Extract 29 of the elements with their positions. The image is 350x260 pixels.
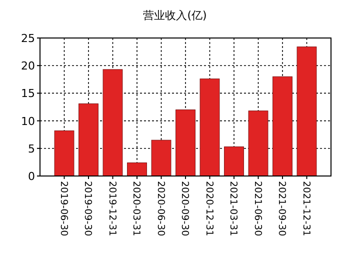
y-tick-label: 20 bbox=[21, 60, 35, 73]
bar bbox=[224, 146, 244, 176]
bar bbox=[102, 69, 123, 176]
x-tick-label: 2020-12-31 bbox=[203, 181, 214, 236]
x-tick-label: 2019-12-31 bbox=[106, 181, 118, 236]
bar bbox=[272, 76, 292, 176]
x-tick-label: 2019-06-30 bbox=[58, 181, 69, 236]
x-tick-label: 2020-03-31 bbox=[130, 181, 142, 236]
bar bbox=[296, 46, 317, 176]
bar bbox=[248, 110, 268, 176]
x-tick-label: 2021-06-30 bbox=[252, 181, 263, 236]
chart-title: 营业收入(亿) bbox=[143, 9, 207, 22]
x-tick-label: 2020-09-30 bbox=[179, 181, 190, 236]
y-tick-label: 10 bbox=[21, 114, 35, 128]
y-tick-label: 5 bbox=[28, 142, 35, 156]
y-tick-label: 15 bbox=[21, 87, 35, 100]
y-tick-label: 0 bbox=[28, 170, 35, 183]
x-tick-label: 2021-12-31 bbox=[300, 181, 312, 236]
bar bbox=[151, 140, 172, 176]
y-tick-label: 25 bbox=[21, 32, 35, 45]
bar bbox=[200, 78, 220, 176]
bar bbox=[78, 103, 98, 176]
x-tick-label: 2020-06-30 bbox=[154, 181, 166, 236]
x-tick-label: 2021-09-30 bbox=[276, 181, 287, 236]
bar bbox=[176, 110, 196, 176]
bar bbox=[54, 130, 74, 176]
bar bbox=[127, 162, 147, 176]
x-tick-label: 2021-03-31 bbox=[228, 181, 238, 236]
x-tick-label: 2019-09-30 bbox=[82, 181, 93, 236]
